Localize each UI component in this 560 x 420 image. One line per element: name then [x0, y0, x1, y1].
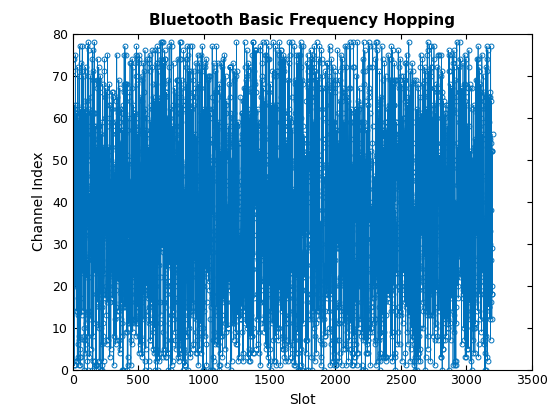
Title: Bluetooth Basic Frequency Hopping: Bluetooth Basic Frequency Hopping: [150, 13, 455, 28]
X-axis label: Slot: Slot: [289, 393, 316, 407]
Y-axis label: Channel Index: Channel Index: [32, 152, 46, 251]
